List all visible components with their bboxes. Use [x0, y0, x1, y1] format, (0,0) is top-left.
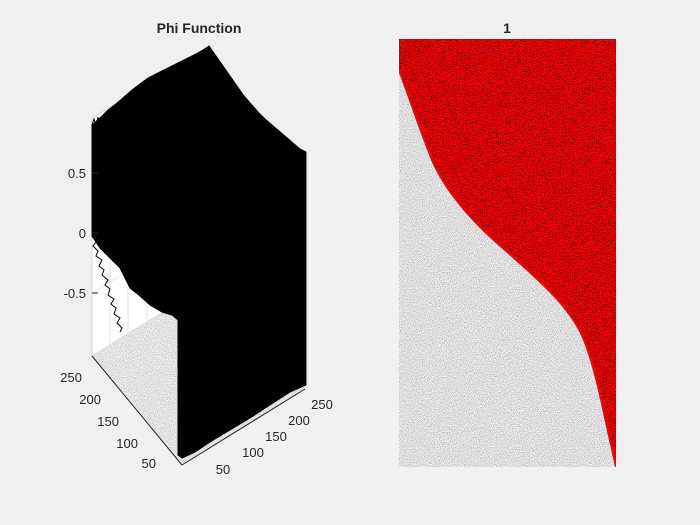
image-axes: 1	[399, 20, 616, 467]
y-ticks: 250 200 150 100 50	[60, 370, 156, 471]
z-tick-label: 0.5	[68, 166, 86, 181]
x-ticks: 50 100 150 200 250	[216, 397, 333, 477]
surface-axes: Phi Function	[60, 20, 333, 477]
z-ticks: 0.5 0 -0.5	[64, 166, 98, 301]
y-tick-label: 50	[142, 456, 156, 471]
contour-line	[399, 69, 616, 467]
surface-left-edge	[91, 235, 123, 333]
y-tick-label: 100	[116, 436, 138, 451]
x-tick-label: 250	[311, 397, 333, 412]
x-tick-label: 50	[216, 462, 230, 477]
surface	[91, 45, 307, 459]
axis-lines	[91, 355, 306, 466]
y-tick-label: 250	[60, 370, 82, 385]
x-tick-label: 200	[288, 413, 310, 428]
chart-title-left: Phi Function	[157, 20, 242, 36]
z-tick-label: -0.5	[64, 286, 86, 301]
chart-title-right: 1	[503, 20, 511, 36]
y-tick-label: 150	[97, 414, 119, 429]
z-tick-label: 0	[79, 226, 86, 241]
surface-fringe	[91, 100, 279, 165]
x-tick-label: 150	[265, 429, 287, 444]
x-tick-label: 100	[242, 445, 264, 460]
y-tick-label: 200	[79, 392, 101, 407]
